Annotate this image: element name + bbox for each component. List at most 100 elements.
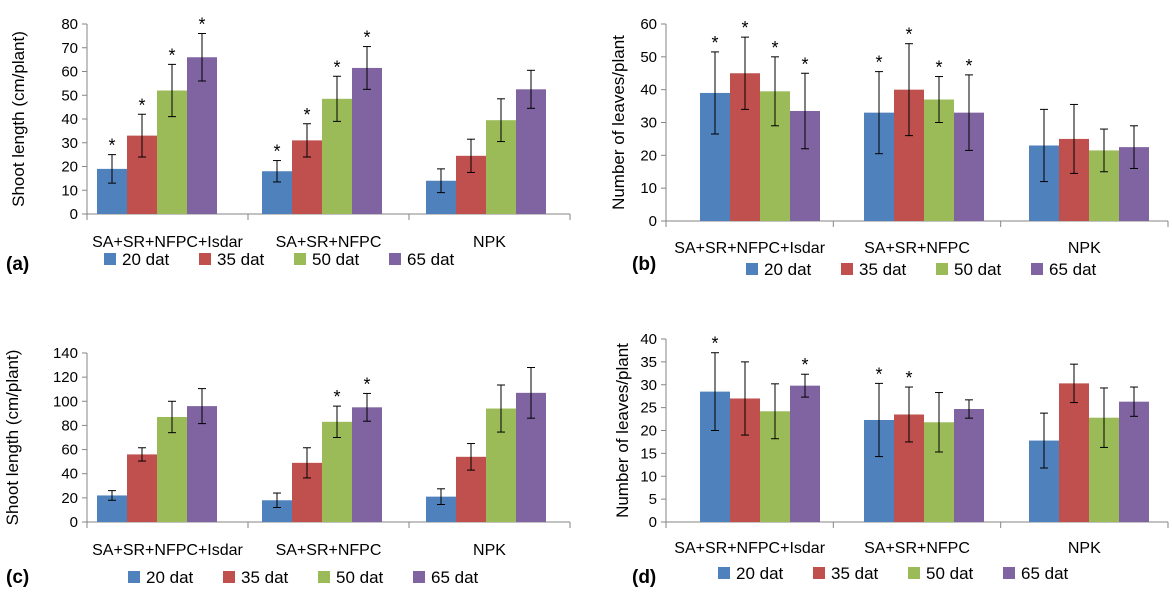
significance-star: * [333,387,340,407]
significance-star: * [965,56,972,76]
significance-star: * [905,368,912,388]
x-category-label: NPK [1068,240,1101,257]
significance-star: * [741,18,748,38]
bar-65-dat-1 [187,57,217,214]
bar-65-dat-2 [352,407,382,522]
y-tick-label: 30 [640,115,657,132]
y-tick-label: 40 [640,82,657,99]
legend-swatch [223,571,235,583]
x-category-label: SA+SR+NFPC [276,542,382,559]
bar-65-dat-3 [516,89,546,214]
significance-star: * [108,136,115,156]
legend-swatch [1003,567,1015,579]
legend-swatch [813,567,825,579]
legend-label: 65 dat [1021,564,1069,583]
chart-panel-1: 0 10 20 30 40 50 60 70 80 * * * * SA+SR+NFPC+Isdar * * *… [6,15,571,275]
y-tick-label: 30 [61,135,78,152]
legend-label: 20 dat [122,250,170,269]
y-axis-title: Shoot length (cm/plant) [9,31,28,207]
y-tick-label: 10 [61,182,78,199]
legend-swatch [746,263,758,275]
y-tick-label: 35 [640,354,657,371]
bar-20-dat-2 [262,500,292,522]
significance-star: * [935,58,942,78]
significance-star: * [333,57,340,77]
y-tick-label: 20 [61,159,78,176]
y-tick-label: 80 [61,417,78,434]
significance-star: * [905,25,912,45]
significance-star: * [138,95,145,115]
legend-swatch [318,571,330,583]
y-tick-label: 40 [61,111,78,128]
y-axis-title: Number of leaves/plant [609,35,628,210]
significance-star: * [273,142,280,162]
y-tick-label: 0 [70,206,78,223]
legend-swatch [718,567,730,579]
y-tick-label: 50 [61,87,78,104]
legend-swatch [104,253,116,265]
y-tick-label: 60 [61,442,78,459]
x-category-label: SA+SR+NFPC [864,540,970,557]
y-tick-label: 60 [640,16,657,33]
legend-label: 50 dat [954,260,1002,279]
y-tick-label: 10 [640,468,657,485]
legend-label: 50 dat [336,568,384,587]
panel-label: (d) [632,567,656,588]
legend-label: 65 dat [407,250,455,269]
y-tick-label: 50 [640,49,657,66]
panel-label: (a) [6,254,29,275]
legend-swatch [413,571,425,583]
bar-50-dat-2 [322,421,352,522]
significance-star: * [875,53,882,73]
panel-label: (b) [632,254,656,275]
significance-star: * [363,28,370,48]
bar-65-dat-1 [790,385,820,522]
y-tick-label: 20 [640,423,657,440]
y-axis-title: Number of leaves/plant [613,343,632,518]
y-tick-label: 40 [640,331,657,348]
chart-panel-2: 0 10 20 30 40 50 60 * * * * SA+SR+NFPC+Isdar * * * * SA+… [609,16,1169,279]
bar-50-dat-1 [157,416,187,522]
bar-35-dat-3 [1059,383,1089,522]
legend-label: 35 dat [831,564,879,583]
legend-label: 35 dat [217,250,265,269]
y-tick-label: 5 [649,491,657,508]
y-tick-label: 80 [61,16,78,33]
significance-star: * [801,54,808,74]
x-category-label: SA+SR+NFPC+Isdar [674,240,825,257]
legend-label: 20 dat [146,568,194,587]
y-tick-label: 25 [640,400,657,417]
significance-star: * [801,355,808,375]
significance-star: * [711,33,718,53]
y-axis-title: Shoot length (cm/plant) [3,350,22,526]
significance-star: * [168,45,175,65]
y-tick-label: 60 [61,64,78,81]
legend-swatch [908,567,920,579]
significance-star: * [875,364,882,384]
legend-label: 20 dat [736,564,784,583]
significance-star: * [711,334,718,354]
x-category-label: SA+SR+NFPC+Isdar [92,542,243,559]
legend-label: 20 dat [764,260,812,279]
y-tick-label: 20 [640,147,657,164]
y-tick-label: 40 [61,466,78,483]
bar-65-dat-2 [352,67,382,214]
y-tick-label: 20 [61,490,78,507]
x-category-label: SA+SR+NFPC+Isdar [92,234,243,251]
x-category-label: SA+SR+NFPC [864,240,970,257]
significance-star: * [303,105,310,125]
chart-panel-4: 0 5 10 15 20 25 30 35 40 * * SA+SR+NFPC+Isdar * * SA+S… [613,331,1169,588]
significance-star: * [363,374,370,394]
x-category-label: NPK [473,234,506,251]
y-tick-label: 0 [649,514,657,531]
significance-star: * [771,38,778,58]
y-tick-label: 10 [640,180,657,197]
y-tick-label: 100 [53,393,78,410]
y-tick-label: 15 [640,445,657,462]
significance-star: * [198,15,205,35]
y-tick-label: 70 [61,40,78,57]
panel-label: (c) [6,567,29,588]
legend-swatch [1031,263,1043,275]
legend-label: 35 dat [241,568,289,587]
